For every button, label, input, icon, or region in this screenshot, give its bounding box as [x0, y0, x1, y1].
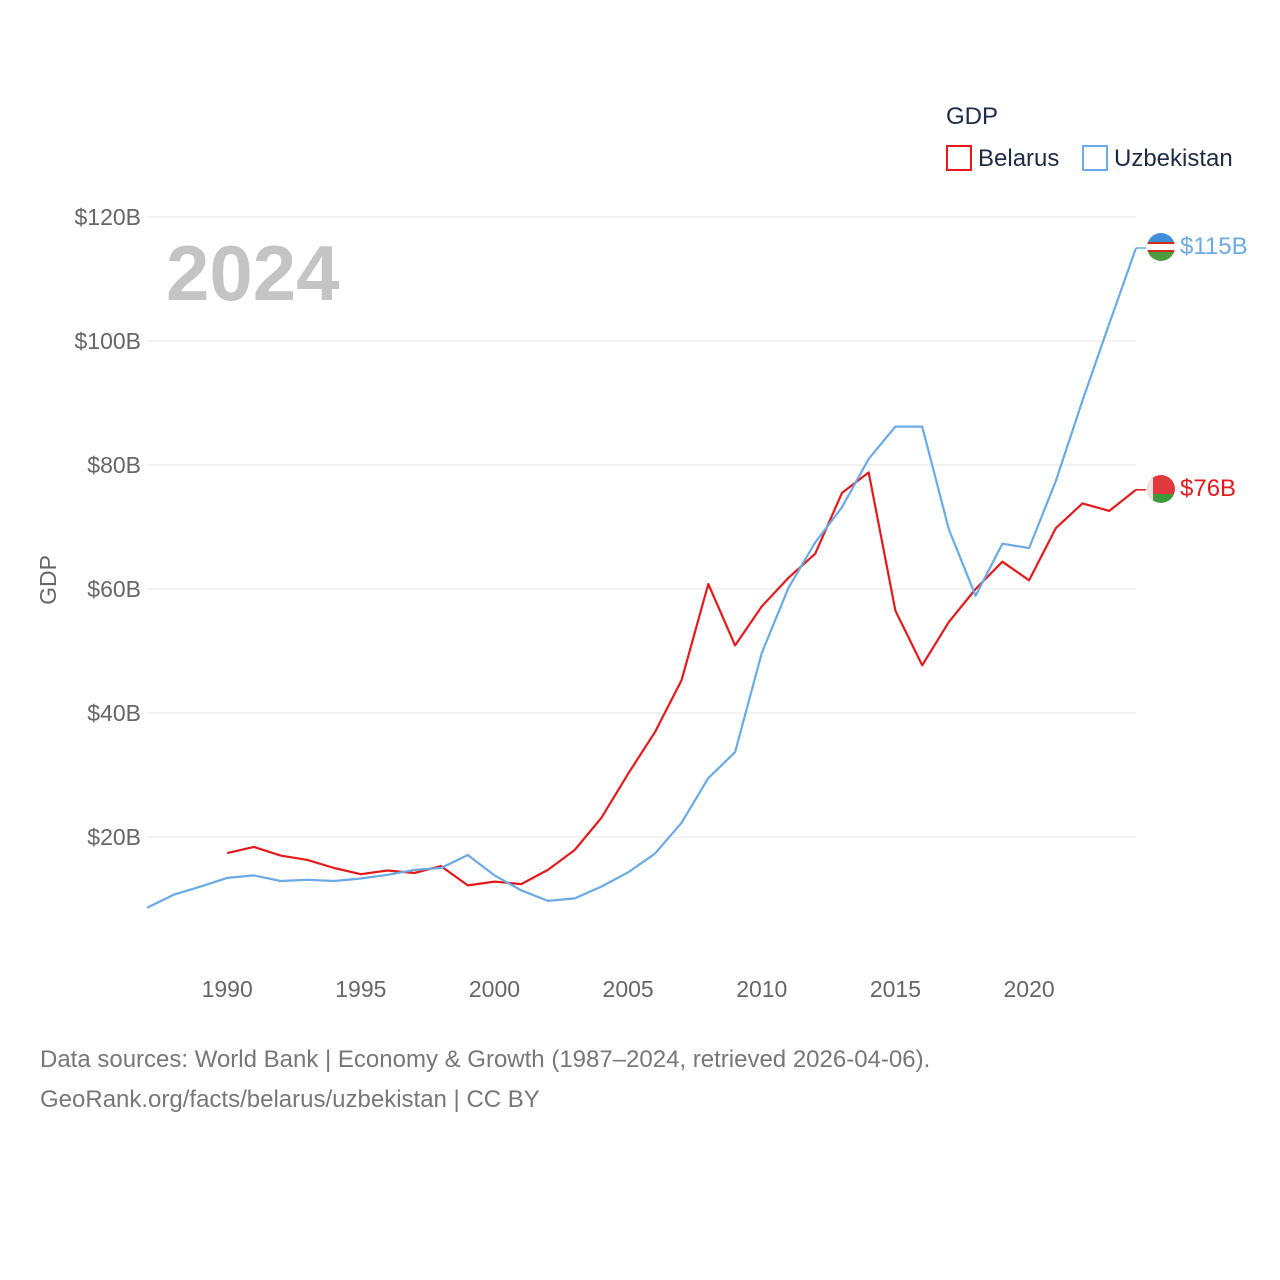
legend: GDP Belarus Uzbekistan: [946, 103, 1233, 172]
legend-title: GDP: [946, 103, 998, 130]
x-tick-label: 2000: [469, 976, 520, 1002]
series-line-uzbekistan[interactable]: [146, 247, 1138, 909]
y-tick-label: $100B: [74, 328, 141, 354]
belarus-flag-icon: [1147, 475, 1175, 503]
y-tick-label: $20B: [87, 824, 141, 850]
x-tick-label: 2010: [736, 976, 787, 1002]
y-tick-label: $80B: [87, 452, 141, 478]
end-label-belarus: $76B: [1180, 475, 1236, 502]
legend-label-belarus[interactable]: Belarus: [978, 145, 1059, 172]
x-tick-label: 2015: [870, 976, 921, 1002]
y-axis-title: GDP: [35, 555, 61, 605]
y-tick-label: $40B: [87, 700, 141, 726]
x-tick-label: 1995: [335, 976, 386, 1002]
source-line-2: GeoRank.org/facts/belarus/uzbekistan | C…: [40, 1086, 540, 1113]
legend-label-uzbekistan[interactable]: Uzbekistan: [1114, 145, 1233, 172]
end-label-uzbekistan: $115B: [1180, 233, 1248, 260]
series-lines: [146, 247, 1146, 909]
source-note: Data sources: World Bank | Economy & Gro…: [40, 1040, 930, 1120]
y-tick-label: $120B: [74, 204, 141, 230]
legend-swatch-uzbekistan[interactable]: [1082, 145, 1108, 171]
x-tick-label: 2020: [1003, 976, 1054, 1002]
uzbekistan-flag-icon: [1147, 233, 1175, 261]
year-label: 2024: [166, 229, 340, 317]
y-tick-label: $60B: [87, 576, 141, 602]
x-tick-label: 2005: [603, 976, 654, 1002]
x-axis-ticks: 1990 1995 2000 2005 2010 2015 2020: [202, 976, 1055, 1002]
source-line-1: Data sources: World Bank | Economy & Gro…: [40, 1046, 931, 1073]
x-tick-label: 1990: [202, 976, 253, 1002]
legend-swatch-belarus[interactable]: [946, 145, 972, 171]
y-axis-ticks: $20B $40B $60B $80B $100B $120B: [74, 204, 141, 850]
gridlines: [147, 216, 1136, 838]
